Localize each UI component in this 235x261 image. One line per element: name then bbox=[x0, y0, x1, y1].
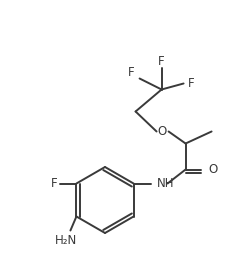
Text: NH: NH bbox=[157, 177, 174, 190]
Text: F: F bbox=[158, 55, 165, 68]
Text: F: F bbox=[188, 77, 195, 90]
Text: F: F bbox=[128, 66, 135, 79]
Text: O: O bbox=[157, 125, 166, 138]
Text: O: O bbox=[209, 163, 218, 176]
Text: F: F bbox=[51, 177, 58, 190]
Text: H₂N: H₂N bbox=[55, 234, 78, 247]
